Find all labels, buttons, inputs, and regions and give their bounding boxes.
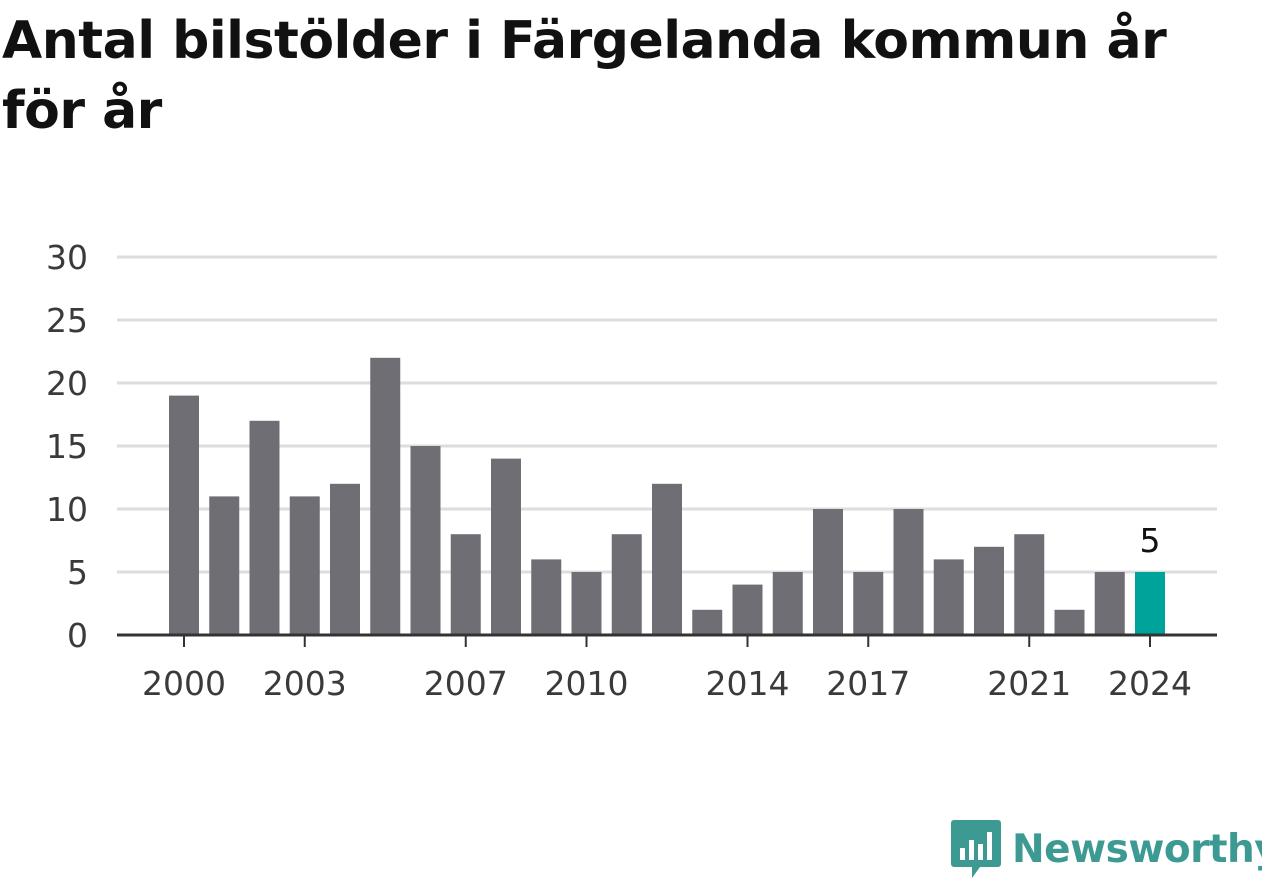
y-tick-label: 30 — [46, 238, 88, 277]
x-tick-label: 2010 — [545, 664, 629, 703]
bar-2020 — [974, 546, 1004, 635]
data-labels: 5 — [1140, 521, 1161, 560]
bar-2016 — [813, 509, 843, 635]
y-tick-label: 0 — [67, 616, 88, 655]
x-axis-ticks: 2000 2003 2007 2010 2014 2017 2021 2024 — [142, 635, 1192, 703]
y-tick-label: 15 — [46, 427, 88, 466]
bar-2022 — [1054, 609, 1085, 635]
y-axis-tick-labels: 0 5 10 15 20 25 30 — [46, 238, 88, 655]
x-tick-label: 2000 — [142, 664, 226, 703]
bars — [169, 357, 1165, 635]
newsworthy-logo: Newsworthy — [950, 818, 1262, 880]
bar-2021 — [1014, 534, 1045, 635]
x-tick-label: 2007 — [424, 664, 508, 703]
bar-2013 — [692, 609, 723, 635]
x-tick-label: 2024 — [1108, 664, 1192, 703]
bar-2014 — [732, 584, 763, 635]
bar-2017 — [853, 572, 884, 635]
bar-2002 — [249, 420, 280, 635]
bar-2010 — [571, 572, 602, 635]
bar-2007 — [450, 534, 481, 635]
bar-2000 — [169, 395, 199, 635]
bar-2012 — [652, 483, 682, 635]
data-label-2024: 5 — [1140, 521, 1161, 560]
bar-2019 — [933, 559, 964, 635]
x-tick-label: 2021 — [987, 664, 1071, 703]
bar-2004 — [330, 483, 360, 635]
x-tick-label: 2017 — [826, 664, 910, 703]
y-tick-label: 20 — [46, 364, 88, 403]
chart-title: Antal bilstölder i Färgelanda kommun år … — [2, 11, 1167, 141]
logo-text: Newsworthy — [1012, 826, 1262, 872]
x-tick-label: 2014 — [706, 664, 790, 703]
bar-2005 — [370, 357, 401, 635]
y-tick-label: 5 — [67, 553, 88, 592]
bar-chart-speech-bubble-icon — [951, 820, 1001, 878]
bar-2001 — [209, 496, 240, 635]
bar-2003 — [289, 496, 320, 635]
x-tick-label: 2003 — [263, 664, 347, 703]
bar-2006 — [410, 446, 441, 635]
bar-2009 — [531, 559, 562, 635]
y-tick-label: 10 — [46, 490, 88, 529]
bar-2018 — [893, 509, 924, 635]
bar-2011 — [611, 534, 642, 635]
bar-2023 — [1094, 572, 1125, 635]
bar-2015 — [772, 572, 803, 635]
y-tick-label: 25 — [46, 301, 88, 340]
bar-2024 — [1135, 572, 1165, 635]
bar-2008 — [491, 458, 521, 635]
